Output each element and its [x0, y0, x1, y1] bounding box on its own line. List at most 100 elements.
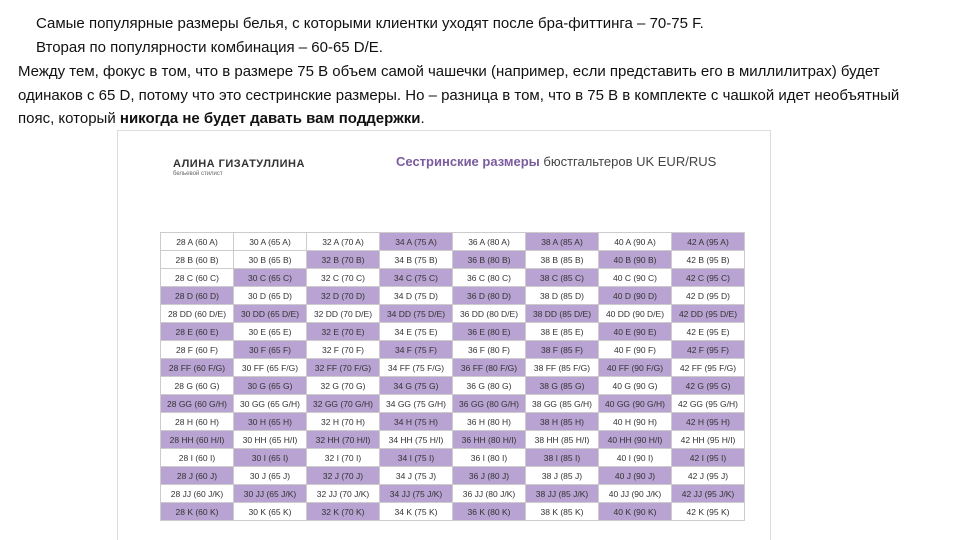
- chart-title: Сестринские размеры бюстгальтеров UK EUR…: [396, 154, 716, 169]
- size-cell: 30 A (65 A): [233, 232, 307, 251]
- table-row: 28 F (60 F) 30 F (65 F) 32 F (70 F) 34 F (7…: [160, 340, 745, 359]
- size-cell: 30 B (65 B): [233, 250, 307, 269]
- size-cell: 40 K (90 K): [598, 502, 672, 521]
- size-cell: 36 B (80 B): [452, 250, 526, 269]
- table-row: 28 JJ (60 J/K) 30 JJ (65 J/K) 32 JJ (70 J/…: [160, 484, 745, 503]
- size-cell: 32 F (70 F): [306, 340, 380, 359]
- size-cell: 40 DD (90 D/E): [598, 304, 672, 323]
- size-cell: 34 C (75 C): [379, 268, 453, 287]
- title-main: Сестринские размеры: [396, 154, 540, 169]
- size-cell: 34 HH (75 H/I): [379, 430, 453, 449]
- table-row: 28 J (60 J) 30 J (65 J) 32 J (70 J) 34 J (7…: [160, 466, 745, 485]
- size-cell: 30 GG (65 G/H): [233, 394, 307, 413]
- size-cell: 28 C (60 C): [160, 268, 234, 287]
- size-cell: 40 B (90 B): [598, 250, 672, 269]
- size-cell: 42 C (95 C): [671, 268, 745, 287]
- size-table: 28 A (60 A) 30 A (65 A) 32 A (70 A) 34 A (7…: [160, 232, 745, 521]
- paragraph: Между тем, фокус в том, что в размере 75…: [18, 60, 938, 131]
- size-cell: 38 DD (85 D/E): [525, 304, 599, 323]
- size-cell: 36 E (80 E): [452, 322, 526, 341]
- size-cell: 30 C (65 C): [233, 268, 307, 287]
- size-cell: 32 DD (70 D/E): [306, 304, 380, 323]
- size-cell: 34 G (75 G): [379, 376, 453, 395]
- size-cell: 40 E (90 E): [598, 322, 672, 341]
- size-cell: 40 J (90 J): [598, 466, 672, 485]
- table-row: 28 G (60 G) 30 G (65 G) 32 G (70 G) 34 G (7…: [160, 376, 745, 395]
- size-cell: 38 K (85 K): [525, 502, 599, 521]
- size-cell: 34 JJ (75 J/K): [379, 484, 453, 503]
- size-cell: 30 E (65 E): [233, 322, 307, 341]
- size-chart-image: АЛИНА ГИЗАТУЛЛИНА бельевой стилист Сестр…: [117, 130, 771, 540]
- size-cell: 38 I (85 I): [525, 448, 599, 467]
- size-cell: 28 B (60 B): [160, 250, 234, 269]
- size-cell: 36 C (80 C): [452, 268, 526, 287]
- size-cell: 34 I (75 I): [379, 448, 453, 467]
- logo-subtitle: бельевой стилист: [173, 171, 223, 177]
- table-row: 28 A (60 A) 30 A (65 A) 32 A (70 A) 34 A (7…: [160, 232, 745, 251]
- size-cell: 28 K (60 K): [160, 502, 234, 521]
- size-cell: 42 K (95 K): [671, 502, 745, 521]
- size-cell: 42 FF (95 F/G): [671, 358, 745, 377]
- size-cell: 28 HH (60 H/I): [160, 430, 234, 449]
- size-cell: 28 G (60 G): [160, 376, 234, 395]
- size-cell: 30 F (65 F): [233, 340, 307, 359]
- size-cell: 28 H (60 H): [160, 412, 234, 431]
- size-cell: 32 H (70 H): [306, 412, 380, 431]
- title-sub: бюстгальтеров UK EUR/RUS: [543, 154, 717, 169]
- size-cell: 40 H (90 H): [598, 412, 672, 431]
- size-cell: 32 GG (70 G/H): [306, 394, 380, 413]
- size-cell: 42 H (95 H): [671, 412, 745, 431]
- text-line: Самые популярные размеры белья, с которы…: [36, 15, 704, 32]
- size-cell: 32 G (70 G): [306, 376, 380, 395]
- logo: АЛИНА ГИЗАТУЛЛИНА: [173, 158, 305, 170]
- size-cell: 32 B (70 B): [306, 250, 380, 269]
- size-cell: 38 F (85 F): [525, 340, 599, 359]
- size-cell: 28 E (60 E): [160, 322, 234, 341]
- size-cell: 36 D (80 D): [452, 286, 526, 305]
- text-line: Вторая по популярности комбинация – 60-6…: [36, 39, 383, 56]
- size-cell: 38 H (85 H): [525, 412, 599, 431]
- size-cell: 36 J (80 J): [452, 466, 526, 485]
- size-cell: 42 JJ (95 J/K): [671, 484, 745, 503]
- size-cell: 36 HH (80 H/I): [452, 430, 526, 449]
- size-cell: 30 H (65 H): [233, 412, 307, 431]
- size-cell: 34 H (75 H): [379, 412, 453, 431]
- size-cell: 40 D (90 D): [598, 286, 672, 305]
- size-cell: 36 H (80 H): [452, 412, 526, 431]
- size-cell: 38 J (85 J): [525, 466, 599, 485]
- paragraph-end: .: [420, 110, 425, 127]
- size-cell: 38 HH (85 H/I): [525, 430, 599, 449]
- size-cell: 34 A (75 A): [379, 232, 453, 251]
- size-cell: 38 A (85 A): [525, 232, 599, 251]
- size-cell: 38 C (85 C): [525, 268, 599, 287]
- table-row: 28 FF (60 F/G) 30 FF (65 F/G) 32 FF (70 F/…: [160, 358, 745, 377]
- table-row: 28 E (60 E) 30 E (65 E) 32 E (70 E) 34 E (7…: [160, 322, 745, 341]
- size-cell: 34 K (75 K): [379, 502, 453, 521]
- size-cell: 28 D (60 D): [160, 286, 234, 305]
- size-cell: 42 B (95 B): [671, 250, 745, 269]
- size-cell: 36 FF (80 F/G): [452, 358, 526, 377]
- table-row: 28 C (60 C) 30 C (65 C) 32 C (70 C) 34 C (7…: [160, 268, 745, 287]
- size-cell: 36 K (80 K): [452, 502, 526, 521]
- paragraph-bold: никогда не будет давать вам поддержки: [119, 110, 421, 127]
- size-cell: 42 HH (95 H/I): [671, 430, 745, 449]
- size-cell: 40 GG (90 G/H): [598, 394, 672, 413]
- size-cell: 42 F (95 F): [671, 340, 745, 359]
- size-cell: 40 C (90 C): [598, 268, 672, 287]
- size-cell: 36 F (80 F): [452, 340, 526, 359]
- size-cell: 32 K (70 K): [306, 502, 380, 521]
- size-cell: 30 FF (65 F/G): [233, 358, 307, 377]
- size-cell: 36 JJ (80 J/K): [452, 484, 526, 503]
- size-cell: 34 GG (75 G/H): [379, 394, 453, 413]
- size-cell: 40 F (90 F): [598, 340, 672, 359]
- size-cell: 36 G (80 G): [452, 376, 526, 395]
- size-cell: 42 GG (95 G/H): [671, 394, 745, 413]
- size-cell: 32 I (70 I): [306, 448, 380, 467]
- size-cell: 36 DD (80 D/E): [452, 304, 526, 323]
- size-cell: 28 GG (60 G/H): [160, 394, 234, 413]
- size-cell: 40 FF (90 F/G): [598, 358, 672, 377]
- size-cell: 30 DD (65 D/E): [233, 304, 307, 323]
- size-cell: 42 D (95 D): [671, 286, 745, 305]
- paragraph-text: Между тем, фокус в том, что в размере 75…: [18, 63, 900, 127]
